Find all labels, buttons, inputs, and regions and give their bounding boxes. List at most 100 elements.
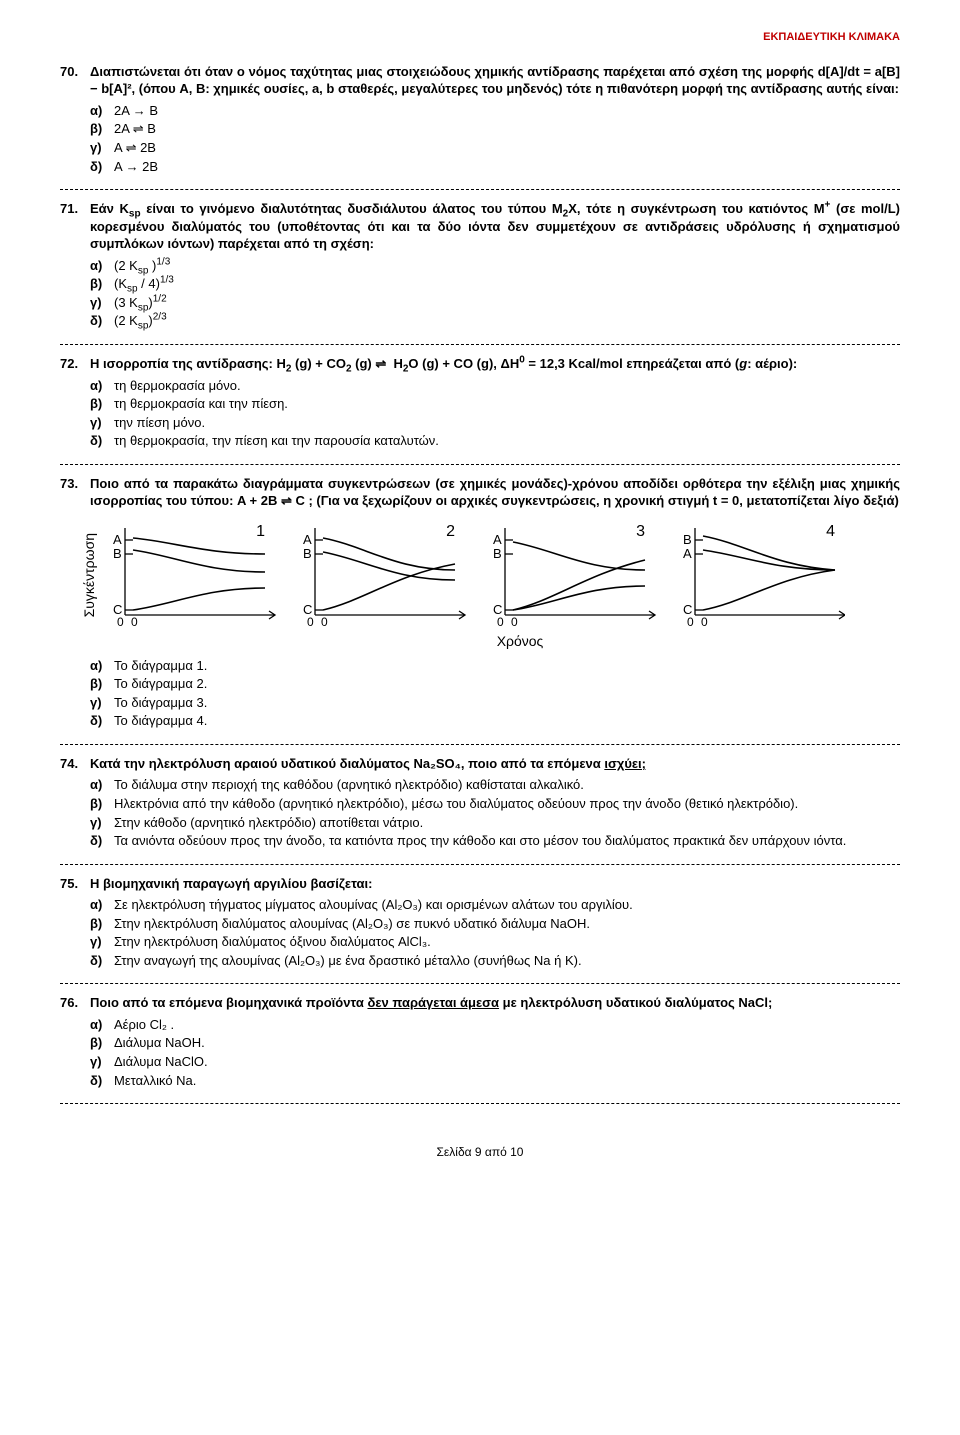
q72-b: τη θερμοκρασία και την πίεση. <box>114 395 900 413</box>
q74-a: Το διάλυμα στην περιοχή της καθόδου (αρν… <box>114 776 900 794</box>
opt-label: γ) <box>90 1053 114 1071</box>
opt-label: γ) <box>90 294 114 312</box>
svg-text:C: C <box>493 602 502 617</box>
opt-label: δ) <box>90 432 114 450</box>
q71-d: (2 Ksp)2/3 <box>114 312 900 330</box>
opt-label: γ) <box>90 414 114 432</box>
svg-text:B: B <box>113 546 122 561</box>
opt-label: γ) <box>90 139 114 157</box>
question-75: 75. Η βιομηχανική παραγωγή αργιλίου βασί… <box>60 875 900 970</box>
qnum-73: 73. <box>60 475 90 493</box>
divider <box>60 744 900 745</box>
opt-label: γ) <box>90 694 114 712</box>
q75-a: Σε ηλεκτρόλυση τήγματος μίγματος αλουμίν… <box>114 896 900 914</box>
opt-label: δ) <box>90 832 114 850</box>
q73-a: Το διάγραμμα 1. <box>114 657 900 675</box>
svg-text:0: 0 <box>117 615 124 629</box>
q73-d: Το διάγραμμα 4. <box>114 712 900 730</box>
y-axis-label: Συγκέντρωση <box>80 533 99 617</box>
svg-text:A: A <box>303 532 312 547</box>
svg-text:C: C <box>113 602 122 617</box>
svg-text:0: 0 <box>687 615 694 629</box>
q70-c: Α ⇌ 2Β <box>114 139 900 157</box>
opt-label: α) <box>90 896 114 914</box>
svg-text:0: 0 <box>497 615 504 629</box>
qnum-70: 70. <box>60 63 90 81</box>
opt-label: β) <box>90 675 114 693</box>
qtext-76: Ποιο από τα επόμενα βιομηχανικά προϊόντα… <box>90 994 900 1012</box>
divider <box>60 1103 900 1104</box>
q76-a: Αέριο Cl₂ . <box>114 1016 900 1034</box>
q70-b: 2Α ⇌ Β <box>114 120 900 138</box>
opt-label: δ) <box>90 158 114 176</box>
q75-b: Στην ηλεκτρόλυση διαλύματος αλουμίνας (A… <box>114 915 900 933</box>
opt-label: β) <box>90 395 114 413</box>
opt-label: α) <box>90 657 114 675</box>
svg-text:0: 0 <box>701 615 708 629</box>
svg-text:3: 3 <box>636 523 645 540</box>
svg-text:0: 0 <box>131 615 138 629</box>
q72-a: τη θερμοκρασία μόνο. <box>114 377 900 395</box>
opt-label: α) <box>90 1016 114 1034</box>
opt-label: α) <box>90 776 114 794</box>
qtext-73: Ποιο από τα παρακάτω διαγράμματα συγκεντ… <box>90 475 900 510</box>
opt-label: β) <box>90 795 114 813</box>
question-72: 72. Η ισορροπία της αντίδρασης: H2 (g) +… <box>60 355 900 450</box>
svg-text:1: 1 <box>256 523 265 540</box>
opt-label: α) <box>90 257 114 275</box>
qnum-72: 72. <box>60 355 90 373</box>
divider <box>60 464 900 465</box>
q70-d: Α → 2Β <box>114 158 900 176</box>
qtext-74: Κατά την ηλεκτρόλυση αραιού υδατικού δια… <box>90 755 900 773</box>
q76-c: Διάλυμα NaClO. <box>114 1053 900 1071</box>
q74-b: Ηλεκτρόνια από την κάθοδο (αρνητικό ηλεκ… <box>114 795 900 813</box>
qtext-71: Εάν Ksp είναι το γινόμενο διαλυτότητας δ… <box>90 200 900 253</box>
q72-c: την πίεση μόνο. <box>114 414 900 432</box>
concentration-diagrams: 001ABC002ABC003ABC004BAC <box>105 520 845 630</box>
qtext-75: Η βιομηχανική παραγωγή αργιλίου βασίζετα… <box>90 875 900 893</box>
qnum-76: 76. <box>60 994 90 1012</box>
opt-label: β) <box>90 275 114 293</box>
opt-label: α) <box>90 377 114 395</box>
svg-text:2: 2 <box>446 523 455 540</box>
svg-text:4: 4 <box>826 523 835 540</box>
svg-text:0: 0 <box>511 615 518 629</box>
opt-label: γ) <box>90 814 114 832</box>
q75-d: Στην αναγωγή της αλουμίνας (Al₂O₃) με έν… <box>114 952 900 970</box>
question-76: 76. Ποιο από τα επόμενα βιομηχανικά προϊ… <box>60 994 900 1089</box>
opt-label: δ) <box>90 712 114 730</box>
q74-d: Τα ανιόντα οδεύουν προς την άνοδο, τα κα… <box>114 832 900 850</box>
q74-c: Στην κάθοδο (αρνητικό ηλεκτρόδιο) αποτίθ… <box>114 814 900 832</box>
qnum-74: 74. <box>60 755 90 773</box>
opt-label: β) <box>90 1034 114 1052</box>
svg-text:A: A <box>113 532 122 547</box>
svg-text:0: 0 <box>321 615 328 629</box>
opt-label: α) <box>90 102 114 120</box>
svg-text:B: B <box>493 546 502 561</box>
q70-a: 2Α → Β <box>114 102 900 120</box>
opt-label: δ) <box>90 952 114 970</box>
svg-text:0: 0 <box>307 615 314 629</box>
header-brand: ΕΚΠΑΙΔΕΥΤΙΚΗ ΚΛΙΜΑΚΑ <box>763 31 900 43</box>
q71-b: (Ksp / 4)1/3 <box>114 275 900 293</box>
question-73: 73. Ποιο από τα παρακάτω διαγράμματα συγ… <box>60 475 900 730</box>
divider <box>60 864 900 865</box>
svg-text:A: A <box>493 532 502 547</box>
opt-label: β) <box>90 915 114 933</box>
question-71: 71. Εάν Ksp είναι το γινόμενο διαλυτότητ… <box>60 200 900 330</box>
svg-text:C: C <box>303 602 312 617</box>
q71-a: (2 Ksp )1/3 <box>114 257 900 275</box>
x-axis-label: Χρόνος <box>140 632 900 651</box>
q71-c: (3 Ksp)1/2 <box>114 294 900 312</box>
opt-label: δ) <box>90 1072 114 1090</box>
opt-label: δ) <box>90 312 114 330</box>
q76-b: Διάλυμα NaOH. <box>114 1034 900 1052</box>
qtext-72: Η ισορροπία της αντίδρασης: H2 (g) + CO2… <box>90 355 900 373</box>
opt-label: γ) <box>90 933 114 951</box>
divider <box>60 344 900 345</box>
svg-text:C: C <box>683 602 692 617</box>
svg-text:A: A <box>683 546 692 561</box>
q73-b: Το διάγραμμα 2. <box>114 675 900 693</box>
q72-d: τη θερμοκρασία, την πίεση και την παρουσ… <box>114 432 900 450</box>
question-70: 70. Διαπιστώνεται ότι όταν ο νόμος ταχύτ… <box>60 63 900 175</box>
